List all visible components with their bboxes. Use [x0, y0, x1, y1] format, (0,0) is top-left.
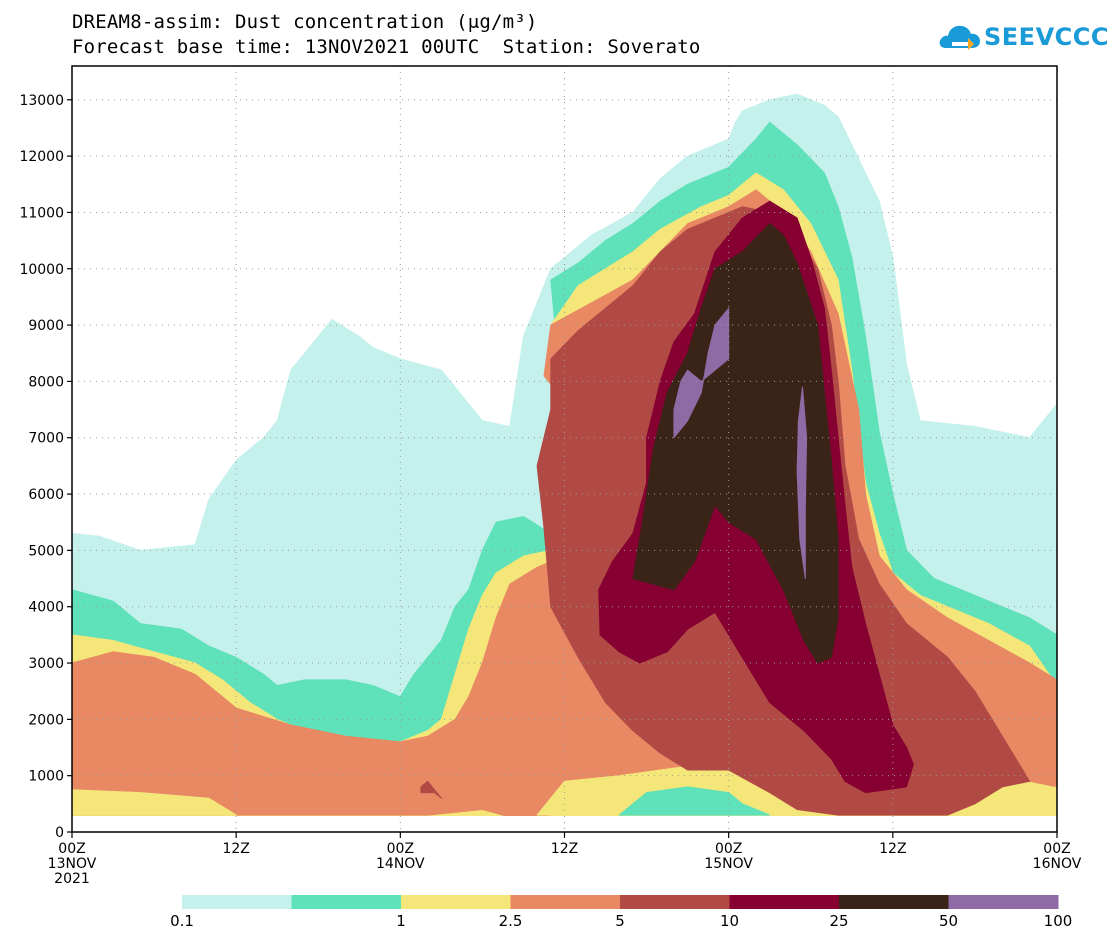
x-tick-label-72-1: 16NOV [1033, 856, 1082, 872]
chart-title: DREAM8-assim: Dust concentration (μg/m³) [72, 11, 538, 33]
colorbar-label-10: 10 [720, 912, 739, 930]
colorbar-label-0.1: 0.1 [170, 912, 194, 930]
x-tick-label-72-0: 00Z [1043, 841, 1070, 857]
x-tick-label-48-1: 15NOV [704, 856, 753, 872]
colorbar-swatch-1 [291, 895, 402, 909]
colorbar-label-50: 50 [939, 912, 958, 930]
y-tick-label-6000: 6000 [28, 487, 64, 503]
contour-region-0.1-2 [331, 459, 394, 563]
colorbar-swatch-100 [948, 895, 1059, 909]
y-tick-label-0: 0 [55, 825, 64, 841]
colorbar-label-100: 100 [1044, 912, 1073, 930]
x-tick-label-0-0: 00Z [58, 841, 85, 857]
x-tick-label-0-1: 13NOV [48, 856, 97, 872]
x-tick-label-0-2: 2021 [54, 871, 90, 887]
y-tick-label-4000: 4000 [28, 600, 64, 616]
colorbar-swatch-2.5 [401, 895, 511, 909]
y-tick-label-8000: 8000 [28, 374, 64, 390]
x-tick-label-48-0: 00Z [715, 841, 742, 857]
colorbar-label-2.5: 2.5 [499, 912, 523, 930]
y-tick-label-9000: 9000 [28, 318, 64, 334]
colorbar-label-5: 5 [615, 912, 625, 930]
y-tick-label-1000: 1000 [28, 769, 64, 785]
y-tick-label-2000: 2000 [28, 712, 64, 728]
x-tick-label-24-1: 14NOV [376, 856, 425, 872]
colorbar-label-1: 1 [396, 912, 406, 930]
colorbar-swatch-5 [510, 895, 621, 909]
y-tick-label-3000: 3000 [28, 656, 64, 672]
colorbar-swatch-10 [620, 895, 730, 909]
contour-region-10-10 [420, 780, 442, 799]
colorbar-label-25: 25 [829, 912, 848, 930]
x-tick-label-24-0: 00Z [387, 841, 414, 857]
x-tick-label-36-0: 12Z [551, 841, 578, 857]
contour-region-100-13 [673, 307, 730, 439]
x-tick-label-60-0: 12Z [879, 841, 906, 857]
x-tick-label-12-0: 12Z [222, 841, 249, 857]
colorbar-swatch-25 [729, 895, 840, 909]
y-tick-label-12000: 12000 [19, 149, 64, 165]
y-tick-label-7000: 7000 [28, 431, 64, 447]
colorbar-swatch-0.1 [182, 895, 292, 909]
logo-text: SEEVCCC [984, 23, 1109, 51]
y-tick-label-5000: 5000 [28, 543, 64, 559]
y-tick-label-11000: 11000 [19, 205, 64, 221]
y-tick-label-10000: 10000 [19, 262, 64, 278]
contour-region-100-14 [796, 386, 808, 579]
contour-region-50-12 [632, 223, 839, 664]
seevccc-logo: SEEVCCC [938, 16, 1109, 60]
y-tick-label-13000: 13000 [19, 93, 64, 109]
cloud-icon [939, 25, 980, 50]
contour-region-2.5-5 [72, 789, 237, 816]
chart-subtitle: Forecast base time: 13NOV2021 00UTC Stat… [72, 36, 701, 58]
colorbar-swatch-50 [839, 895, 949, 909]
